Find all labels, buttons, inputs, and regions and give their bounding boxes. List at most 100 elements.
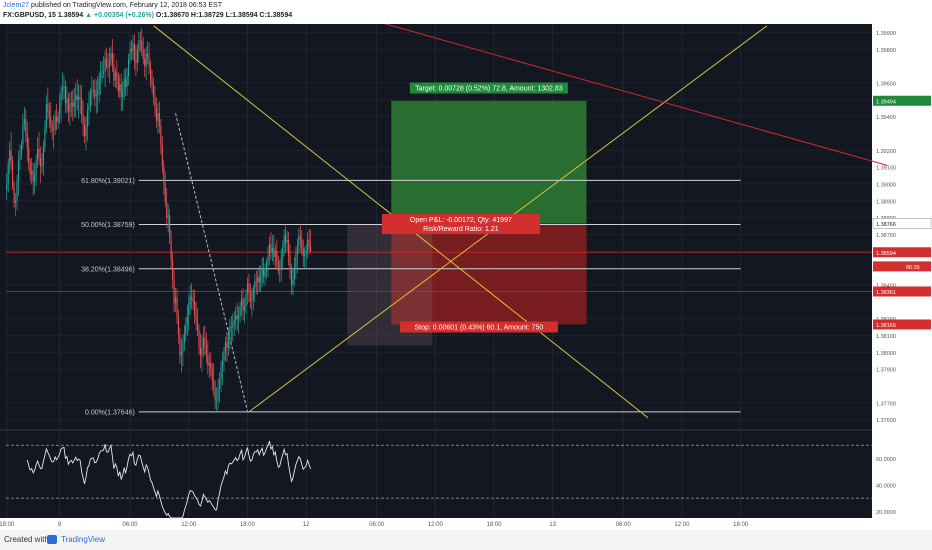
candle-body [304,253,306,257]
candle-body [103,71,105,73]
candle-body [260,273,262,283]
candle-body [189,296,191,305]
candle-body [129,48,131,59]
target-label-box [409,82,568,94]
candle-body [302,248,304,257]
candle-body [199,347,202,356]
candle-body [122,91,124,98]
price-chart[interactable]: 61.80%(1.39021) 50.00%(1.38759) 38.20%(1.3… [0,24,932,530]
last-price: 1.38594 [57,12,84,19]
candle-body [174,297,177,304]
candle-body [251,298,253,302]
candle-body [135,60,137,63]
candle-body [36,148,39,161]
candle-body [144,58,146,67]
price-axis-background [872,24,932,530]
candle-body [47,103,49,112]
candle-body [185,325,187,334]
candle-body [110,53,112,61]
candle-body [82,114,84,125]
candle-body [176,297,178,317]
candle-body [72,102,74,107]
candle-body [136,50,138,63]
candle-body [214,387,216,401]
candle-body [224,342,226,353]
candle-body [167,215,169,218]
candle-body [229,326,231,333]
candle-body [56,116,58,122]
candle-body [119,84,121,92]
dashed-projection-line [175,113,248,412]
price-change: +0.00354 (+0.26%) [94,12,154,19]
candle-body [252,288,254,299]
price-tick-label: 1.37900 [876,368,896,374]
candle-body [274,250,276,257]
candle-body [267,255,269,263]
candle-body [79,96,81,99]
candle-body [86,109,89,127]
price-label-box [873,247,931,258]
price-tick-label: 1.39000 [876,182,896,188]
candle-body [270,244,272,253]
candle-body [85,126,87,137]
candle-body [89,92,91,107]
candle-body [166,201,168,218]
candle-body [177,316,180,335]
candle-body [35,160,37,176]
price-label-box [873,261,931,272]
candle-body [25,118,27,134]
rsi-tick-label: 60.0000 [876,457,896,463]
time-tick-label: 06:00 [369,522,385,528]
price-tick-label: 1.38100 [876,334,896,340]
candle-body [173,279,175,304]
fib-level-label: 50.00%(1.38759) [81,222,135,229]
candle-body [239,306,241,317]
candle-body [216,400,218,402]
rsi-line [26,440,312,519]
candle-body [142,50,144,59]
candle-body [305,249,307,254]
candle-body [217,388,219,401]
candle-body [241,298,243,307]
candle-body [73,100,75,107]
time-tick-label: 06:00 [616,522,632,528]
candle-body [227,332,229,349]
candle-body [245,294,247,306]
candle-body [78,96,80,100]
candle-body [273,247,275,257]
candle-body [307,239,309,250]
candle-body [128,58,130,76]
candle-body [296,245,298,254]
candle-body [248,283,250,294]
stop-label-box [399,321,558,333]
candle-body [59,106,61,116]
candle-body [254,281,256,289]
candle-body [295,253,297,267]
candle-body [45,103,47,128]
candle-body [67,98,69,112]
open-pnl-label: Risk/Reward Ratio: 1.21 [423,226,499,233]
candle-body [6,183,8,190]
candle-body [117,77,119,92]
candle-body [51,126,53,131]
candle-body [195,314,197,322]
tradingview-brand[interactable]: TradingView [61,535,106,544]
open-pnl-label: Open P&L: -0.00172, Qty: 41997 [410,217,512,224]
candle-body [249,293,251,302]
candle-body [155,107,158,121]
candle-body [116,72,118,78]
candle-body [138,40,140,51]
candle-body [42,146,44,165]
author-link[interactable]: Jclem27 [3,2,30,9]
time-tick-label: 18:00 [733,522,749,528]
time-tick-label: 12:00 [674,522,690,528]
symbol-label: FX:GBPUSD, 15 [3,12,56,19]
candle-body [236,315,238,320]
candle-body [66,98,68,104]
candle-body [183,333,185,344]
candle-body [91,90,93,93]
candle-body [277,261,279,271]
candle-body [308,239,310,246]
candle-body [191,296,193,300]
candle-body [16,180,18,201]
